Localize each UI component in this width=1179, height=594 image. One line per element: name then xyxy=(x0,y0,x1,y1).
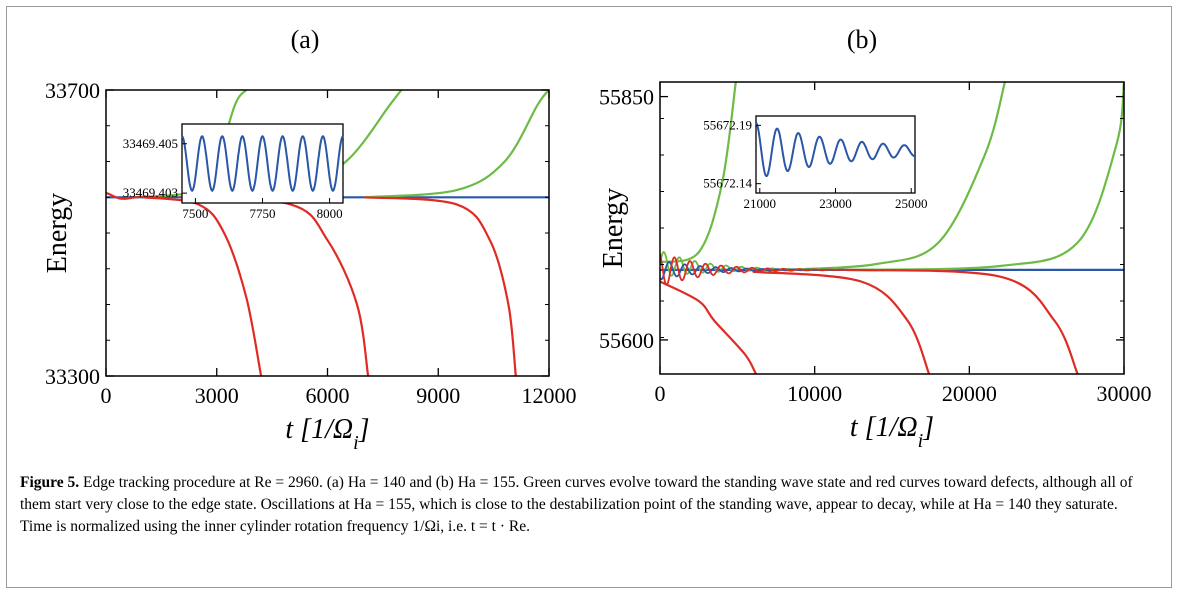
inset-x-tick-label: 21000 xyxy=(744,196,777,211)
inset-y-tick-label: 33469.403 xyxy=(123,185,178,200)
inset-y-tick-label: 55672.19 xyxy=(703,117,752,132)
x-axis-label-bracket: ] xyxy=(922,412,934,443)
green-trajectory-line xyxy=(845,82,1124,271)
y-tick-label: 55850 xyxy=(599,85,654,110)
series-group xyxy=(660,82,1124,374)
inset-oscillation-line xyxy=(181,135,344,192)
green-trajectory-line xyxy=(660,82,737,264)
inset-x-tick-label: 25000 xyxy=(895,196,928,211)
x-tick-label: 9000 xyxy=(416,383,460,408)
y-tick-label: 55600 xyxy=(599,328,654,353)
x-axis-label: t [1/Ωi] xyxy=(285,414,369,454)
caption-figure-label: Figure 5. xyxy=(20,474,80,491)
caption-text: Edge tracking procedure at Re = 2960. (a… xyxy=(20,474,1133,535)
x-axis-label-subscript: i xyxy=(353,432,359,454)
inset-oscillation-line xyxy=(755,122,915,177)
panel-b: (b) 0 10000 20000 30000 55600 55850 Energy t [1/… xyxy=(598,25,1152,452)
x-tick-label: 0 xyxy=(655,381,666,406)
x-tick-label: 0 xyxy=(101,383,112,408)
panel-label: (a) xyxy=(291,25,320,54)
inset: 7500 7750 8000 33469.403 33469.405 xyxy=(123,123,344,221)
x-tick-label: 20000 xyxy=(942,381,997,406)
x-axis-label-main: t [1/Ω xyxy=(285,414,353,445)
inset: 21000 23000 25000 55672.14 55672.19 xyxy=(703,115,928,211)
x-axis-label-bracket: ] xyxy=(358,414,370,445)
x-axis-label-subscript: i xyxy=(918,430,924,452)
inset-x-tick-label: 7750 xyxy=(250,206,276,221)
figure-canvas: (a) 0 3000 6000 9000 12000 33300 33700 Energy t [… xyxy=(42,25,1152,454)
x-tick-label: 10000 xyxy=(787,381,842,406)
green-trajectory-line xyxy=(364,90,549,199)
red-trajectory-line xyxy=(660,280,757,374)
x-tick-label: 12000 xyxy=(522,383,577,408)
red-trajectory-line xyxy=(845,268,1079,374)
red-trajectory-line xyxy=(179,196,370,376)
panel-label: (b) xyxy=(847,25,877,54)
oscillating-transient-line xyxy=(660,253,846,286)
x-tick-label: 6000 xyxy=(306,383,350,408)
red-trajectory-line xyxy=(142,196,263,376)
inset-y-tick-label: 55672.14 xyxy=(703,176,752,191)
y-tick-label: 33700 xyxy=(45,78,100,103)
transient-line xyxy=(106,191,162,200)
inset-y-tick-label: 33469.405 xyxy=(123,136,178,151)
y-axis-label: Energy xyxy=(598,188,629,268)
x-axis-label: t [1/Ωi] xyxy=(850,412,934,452)
y-tick-label: 33300 xyxy=(45,364,100,389)
figure-caption: Figure 5. Edge tracking procedure at Re … xyxy=(20,472,1150,538)
inset-x-tick-label: 23000 xyxy=(819,196,852,211)
red-trajectory-line xyxy=(752,270,931,374)
x-tick-label: 3000 xyxy=(195,383,239,408)
figure-frame xyxy=(6,6,1172,588)
red-trajectory-line xyxy=(364,196,517,376)
inset-x-tick-label: 8000 xyxy=(317,206,343,221)
x-tick-label: 30000 xyxy=(1097,381,1152,406)
green-trajectory-line xyxy=(783,82,1006,271)
x-axis-label-main: t [1/Ω xyxy=(850,412,918,443)
inset-x-tick-label: 7500 xyxy=(182,206,208,221)
y-axis-label: Energy xyxy=(42,193,73,273)
panel-a: (a) 0 3000 6000 9000 12000 33300 33700 Energy t [… xyxy=(42,25,577,454)
